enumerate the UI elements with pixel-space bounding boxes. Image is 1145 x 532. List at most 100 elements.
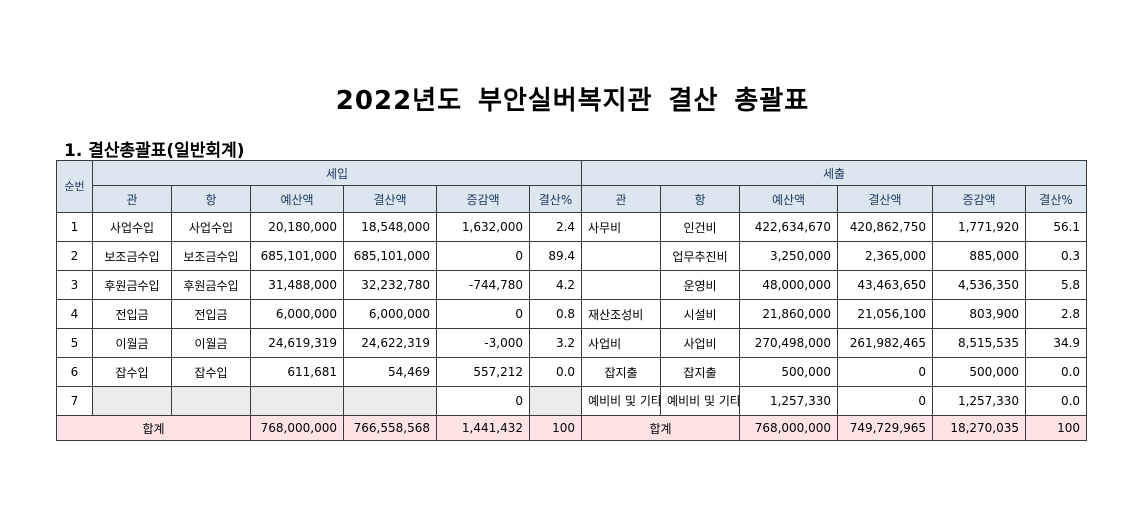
table-row: 5 이월금 이월금 24,619,319 24,622,319 -3,000 3…: [56, 328, 1088, 358]
ex-budget: 48,000,000: [739, 270, 839, 300]
ex-budget: 422,634,670: [739, 212, 839, 242]
expense-total-diff: 18,270,035: [932, 415, 1027, 441]
ex-gwan: [581, 270, 662, 300]
header-in-gwan: 관: [92, 185, 172, 213]
ex-pct: 56.1: [1025, 212, 1088, 242]
in-pct: 2.4: [528, 212, 583, 242]
ex-hang: 예비비 및 기타: [660, 386, 741, 416]
in-budget: 20,180,000: [250, 212, 344, 242]
header-expense: 세출: [581, 160, 1088, 186]
header-in-pct: 결산%: [528, 185, 583, 213]
ex-settled: 43,463,650: [837, 270, 934, 300]
table-row: 1 사업수입 사업수입 20,180,000 18,548,000 1,632,…: [56, 212, 1088, 242]
ex-pct: 0.0: [1025, 357, 1088, 387]
in-settled: 685,101,000: [343, 241, 437, 271]
in-settled: 32,232,780: [343, 270, 437, 300]
in-gwan: 사업수입: [92, 212, 172, 242]
row-no: 3: [56, 270, 93, 300]
ex-settled: 2,365,000: [837, 241, 934, 271]
total-row: 합계 768,000,000 766,558,568 1,441,432 100…: [56, 415, 1088, 441]
in-pct: 89.4: [528, 241, 583, 271]
header-in-diff: 증감액: [436, 185, 530, 213]
in-hang: 전입금: [171, 299, 251, 329]
header-ex-gwan: 관: [581, 185, 662, 213]
income-total-label: 합계: [56, 415, 251, 441]
in-budget: 611,681: [250, 357, 344, 387]
ex-diff: 8,515,535: [932, 328, 1027, 358]
in-hang: 보조금수입: [171, 241, 251, 271]
ex-pct: 0.3: [1025, 241, 1088, 271]
in-budget: 685,101,000: [250, 241, 344, 271]
table-row: 4 전입금 전입금 6,000,000 6,000,000 0 0.8 재산조성…: [56, 299, 1088, 329]
in-pct: 0.0: [528, 357, 583, 387]
ex-hang: 운영비: [660, 270, 741, 300]
in-gwan: [92, 386, 172, 416]
row-no: 6: [56, 357, 93, 387]
ex-gwan: 예비비 및 기타: [581, 386, 662, 416]
in-diff: -3,000: [436, 328, 530, 358]
in-settled: 54,469: [343, 357, 437, 387]
income-total-pct: 100: [528, 415, 583, 441]
in-pct: 0.8: [528, 299, 583, 329]
ex-pct: 2.8: [1025, 299, 1088, 329]
in-hang: 후원금수입: [171, 270, 251, 300]
in-gwan: 후원금수입: [92, 270, 172, 300]
ex-settled: 261,982,465: [837, 328, 934, 358]
table-row: 7 0 예비비 및 기타 예비비 및 기타 1,257,330 0 1,257,…: [56, 386, 1088, 416]
header-ex-hang: 항: [660, 185, 741, 213]
row-no: 4: [56, 299, 93, 329]
ex-hang: 인건비: [660, 212, 741, 242]
header-ex-diff: 증감액: [932, 185, 1027, 213]
in-pct: 4.2: [528, 270, 583, 300]
in-settled: 24,622,319: [343, 328, 437, 358]
in-diff: -744,780: [436, 270, 530, 300]
in-pct: [528, 386, 583, 416]
ex-diff: 500,000: [932, 357, 1027, 387]
header-in-settled: 결산액: [343, 185, 437, 213]
ex-settled: 21,056,100: [837, 299, 934, 329]
row-no: 2: [56, 241, 93, 271]
in-gwan: 보조금수입: [92, 241, 172, 271]
in-budget: 6,000,000: [250, 299, 344, 329]
in-gwan: 전입금: [92, 299, 172, 329]
ex-settled: 0: [837, 386, 934, 416]
header-sunbeon: 순번: [56, 160, 93, 213]
ex-gwan: 잡지출: [581, 357, 662, 387]
in-hang: 잡수입: [171, 357, 251, 387]
in-diff: 1,632,000: [436, 212, 530, 242]
in-gwan: 잡수입: [92, 357, 172, 387]
income-total-settled: 766,558,568: [343, 415, 437, 441]
in-diff: 557,212: [436, 357, 530, 387]
header-ex-budget: 예산액: [739, 185, 839, 213]
ex-settled: 0: [837, 357, 934, 387]
in-settled: [343, 386, 437, 416]
table-row: 3 후원금수입 후원금수입 31,488,000 32,232,780 -744…: [56, 270, 1088, 300]
table-row: 2 보조금수입 보조금수입 685,101,000 685,101,000 0 …: [56, 241, 1088, 271]
ex-budget: 3,250,000: [739, 241, 839, 271]
ex-budget: 1,257,330: [739, 386, 839, 416]
ex-gwan: 사업비: [581, 328, 662, 358]
in-diff: 0: [436, 241, 530, 271]
row-no: 1: [56, 212, 93, 242]
in-hang: 사업수입: [171, 212, 251, 242]
ex-diff: 1,771,920: [932, 212, 1027, 242]
in-gwan: 이월금: [92, 328, 172, 358]
row-no: 5: [56, 328, 93, 358]
ex-pct: 0.0: [1025, 386, 1088, 416]
page-title: 2022년도 부안실버복지관 결산 총괄표: [335, 86, 810, 116]
ex-budget: 500,000: [739, 357, 839, 387]
ex-diff: 803,900: [932, 299, 1027, 329]
in-budget: [250, 386, 344, 416]
header-ex-pct: 결산%: [1025, 185, 1088, 213]
ex-settled: 420,862,750: [837, 212, 934, 242]
section-heading: 1. 결산총괄표(일반회계): [64, 141, 245, 161]
ex-diff: 1,257,330: [932, 386, 1027, 416]
header-income: 세입: [91, 160, 583, 186]
in-settled: 6,000,000: [343, 299, 437, 329]
header-in-hang: 항: [171, 185, 251, 213]
header-in-budget: 예산액: [250, 185, 344, 213]
expense-total-label: 합계: [581, 415, 741, 441]
header-ex-settled: 결산액: [837, 185, 934, 213]
in-pct: 3.2: [528, 328, 583, 358]
in-hang: [171, 386, 251, 416]
